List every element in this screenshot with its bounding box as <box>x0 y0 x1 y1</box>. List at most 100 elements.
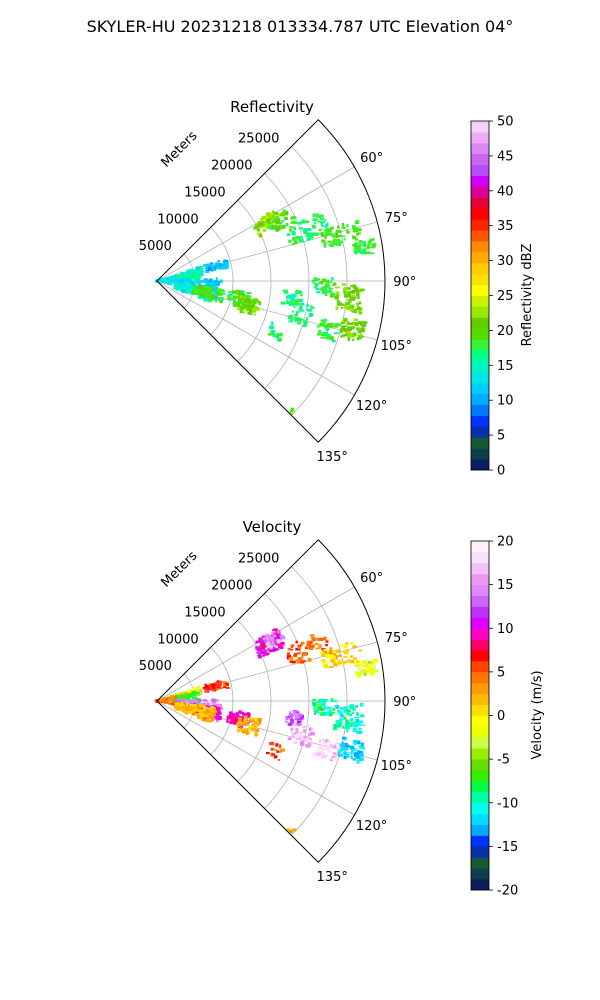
echo-cell <box>332 700 337 703</box>
echo-cell <box>259 645 262 648</box>
echo-cell <box>202 294 208 298</box>
echo-cell <box>207 707 210 711</box>
echo-cell <box>328 666 334 668</box>
echo-cell <box>322 741 327 746</box>
echo-cell <box>168 281 172 286</box>
echo-cell <box>291 294 295 299</box>
echo-cell <box>165 280 170 283</box>
colorbar-label: Velocity (m/s) <box>530 670 545 759</box>
echo-cell <box>313 286 318 289</box>
echo-cell <box>322 242 327 244</box>
echo-cell <box>369 252 375 254</box>
echo-cell <box>202 291 206 295</box>
echo-cell <box>356 741 361 745</box>
echo-cell <box>241 303 246 308</box>
echo-cell <box>215 699 219 702</box>
echo-cell <box>353 249 358 252</box>
echo-cell <box>190 284 194 288</box>
echo-cell <box>215 710 221 712</box>
echo-cell <box>194 697 198 700</box>
colorbar-segment <box>471 595 489 607</box>
echo-cell <box>358 723 361 726</box>
echo-cell <box>311 306 315 309</box>
echo-cell <box>333 324 338 328</box>
echo-cell <box>360 289 364 291</box>
echo-cell <box>217 290 221 294</box>
echo-cell <box>354 221 357 224</box>
echo-cell <box>322 711 325 715</box>
colorbar-segment <box>471 726 489 738</box>
echo-cell <box>321 739 326 741</box>
echo-cell <box>236 293 239 296</box>
echo-cell <box>321 287 324 292</box>
echo-cell <box>345 302 351 305</box>
echo-cell <box>263 221 268 224</box>
colorbar-segment <box>471 175 489 187</box>
echo-cell <box>222 681 225 683</box>
echo-cell <box>291 310 295 313</box>
echo-cell <box>329 336 334 340</box>
echo-cell <box>298 318 302 323</box>
echo-cell <box>195 713 199 715</box>
echo-cell <box>335 742 340 745</box>
echo-cell <box>334 753 339 756</box>
echo-cell <box>198 266 201 269</box>
echo-cell <box>309 738 312 741</box>
echo-cell <box>280 301 286 305</box>
echo-cell <box>276 213 281 217</box>
echo-cell <box>163 699 168 703</box>
echo-cell <box>284 290 289 294</box>
echo-cell <box>188 269 194 271</box>
echo-cell <box>278 630 281 634</box>
echo-cell <box>211 264 214 269</box>
echo-cell <box>205 280 209 284</box>
echo-cell <box>343 644 348 649</box>
echo-cell <box>246 295 252 298</box>
echo-cell <box>256 724 260 727</box>
echo-cell <box>217 716 221 720</box>
echo-cell <box>195 700 201 704</box>
echo-cell <box>245 299 250 304</box>
echo-cell <box>207 265 211 268</box>
echo-cell <box>372 672 375 675</box>
echo-cell <box>356 233 360 236</box>
echo-cell <box>360 746 364 749</box>
echo-cell <box>294 713 299 717</box>
echo-cell <box>303 736 308 739</box>
echo-cell <box>199 689 202 692</box>
echo-cell <box>177 287 182 291</box>
echo-cell <box>192 712 197 715</box>
echo-cell <box>350 751 353 755</box>
echo-cell <box>321 698 326 703</box>
echo-cell <box>325 327 330 331</box>
echo-cell <box>300 302 305 306</box>
echo-cell <box>366 663 369 665</box>
echo-cell <box>239 728 244 733</box>
echo-cell <box>254 224 260 229</box>
echo-cell <box>371 238 375 241</box>
echo-cell <box>314 283 319 287</box>
colorbar-segment <box>471 360 489 373</box>
echo-cell <box>174 274 178 276</box>
echo-cell <box>270 636 275 640</box>
echo-cell <box>296 660 300 664</box>
echo-cell <box>290 719 294 723</box>
echo-cell <box>211 700 216 705</box>
echo-cell <box>345 725 350 729</box>
echo-cell <box>355 719 359 723</box>
echo-cell <box>299 644 304 647</box>
echo-cell <box>334 323 339 326</box>
echo-cell <box>244 304 249 308</box>
echo-cell <box>257 718 263 721</box>
echo-cell <box>269 212 274 214</box>
echo-cell <box>337 709 341 713</box>
echo-cell <box>353 723 357 727</box>
echo-cell <box>317 703 322 706</box>
echo-cell <box>324 664 328 669</box>
echo-cell <box>349 659 355 664</box>
echo-cell <box>358 240 362 244</box>
echo-cell <box>294 652 299 655</box>
echo-cell <box>333 238 336 241</box>
colorbar-segment <box>471 437 489 449</box>
echo-cell <box>293 653 297 658</box>
